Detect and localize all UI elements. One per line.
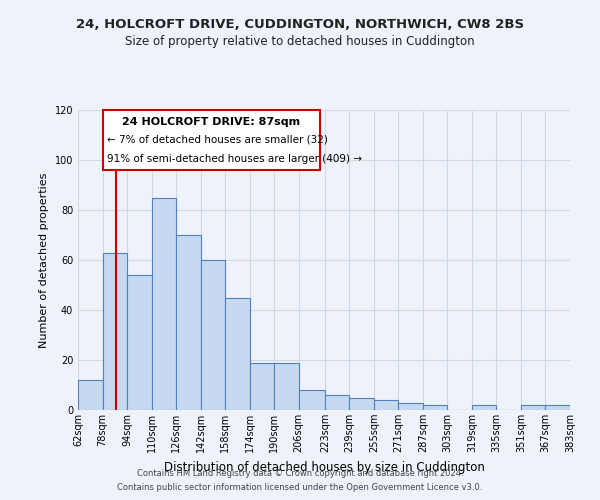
Text: 24, HOLCROFT DRIVE, CUDDINGTON, NORTHWICH, CW8 2BS: 24, HOLCROFT DRIVE, CUDDINGTON, NORTHWIC… bbox=[76, 18, 524, 30]
Bar bbox=[398, 402, 423, 410]
Bar bbox=[103, 252, 127, 410]
Bar bbox=[127, 275, 152, 410]
Text: 91% of semi-detached houses are larger (409) →: 91% of semi-detached houses are larger (… bbox=[107, 154, 362, 164]
Text: Size of property relative to detached houses in Cuddington: Size of property relative to detached ho… bbox=[125, 35, 475, 48]
X-axis label: Distribution of detached houses by size in Cuddington: Distribution of detached houses by size … bbox=[164, 460, 484, 473]
Bar bbox=[225, 298, 250, 410]
Bar bbox=[176, 235, 200, 410]
FancyBboxPatch shape bbox=[103, 110, 320, 170]
Bar bbox=[78, 380, 103, 410]
Bar bbox=[349, 398, 374, 410]
Bar bbox=[274, 362, 299, 410]
Bar bbox=[472, 405, 496, 410]
Bar bbox=[152, 198, 176, 410]
Bar bbox=[200, 260, 225, 410]
Bar bbox=[545, 405, 570, 410]
Bar bbox=[374, 400, 398, 410]
Y-axis label: Number of detached properties: Number of detached properties bbox=[39, 172, 49, 348]
Text: Contains public sector information licensed under the Open Government Licence v3: Contains public sector information licen… bbox=[118, 484, 482, 492]
Text: Contains HM Land Registry data © Crown copyright and database right 2024.: Contains HM Land Registry data © Crown c… bbox=[137, 468, 463, 477]
Bar bbox=[299, 390, 325, 410]
Bar bbox=[423, 405, 448, 410]
Text: ← 7% of detached houses are smaller (32): ← 7% of detached houses are smaller (32) bbox=[107, 135, 328, 145]
Bar bbox=[521, 405, 545, 410]
Bar bbox=[325, 395, 349, 410]
Bar bbox=[250, 362, 274, 410]
Text: 24 HOLCROFT DRIVE: 87sqm: 24 HOLCROFT DRIVE: 87sqm bbox=[122, 117, 301, 127]
